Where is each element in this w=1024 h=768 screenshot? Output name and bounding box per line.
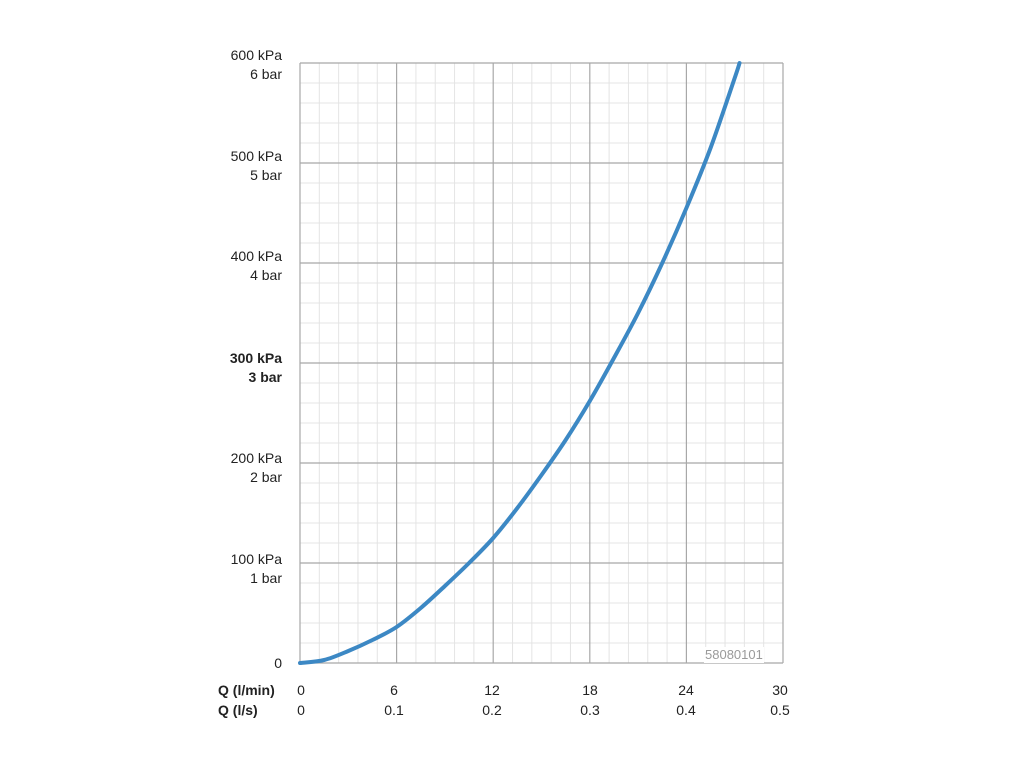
x-tick-lmin: 6 — [390, 682, 398, 698]
pressure-loss-curve — [298, 61, 742, 665]
x-tick-lmin: 18 — [582, 682, 598, 698]
x-tick-lmin: 30 — [772, 682, 788, 698]
y-tick-kpa: 400 kPa — [230, 248, 282, 264]
x-axis-label-ls: Q (l/s) — [218, 702, 258, 718]
y-tick-label: 300 kPa 3 bar — [162, 349, 282, 387]
y-tick-label: 400 kPa 4 bar — [162, 247, 282, 285]
x-tick-ls: 0.1 — [384, 702, 404, 718]
major-grid — [299, 62, 784, 664]
y-tick-label: 100 kPa 1 bar — [162, 550, 282, 588]
x-tick-ls: 0.2 — [482, 702, 502, 718]
y-tick-kpa: 300 kPa — [229, 350, 282, 366]
x-tick-lmin: 12 — [484, 682, 500, 698]
y-tick-label: 600 kPa 6 bar — [162, 46, 282, 84]
y-tick-label: 0 — [162, 654, 282, 673]
y-tick-bar: 1 bar — [250, 570, 282, 586]
y-tick-label: 200 kPa 2 bar — [162, 449, 282, 487]
y-tick-bar: 5 bar — [250, 167, 282, 183]
x-tick-ls: 0.4 — [676, 702, 696, 718]
y-tick-bar: 6 bar — [250, 66, 282, 82]
x-tick-ls: 0.5 — [770, 702, 790, 718]
y-tick-kpa: 100 kPa — [230, 551, 282, 567]
y-tick-kpa: 500 kPa — [230, 148, 282, 164]
x-tick-lmin: 0 — [297, 682, 305, 698]
y-tick-label: 500 kPa 5 bar — [162, 147, 282, 185]
x-tick-ls: 0.3 — [580, 702, 600, 718]
y-tick-bar: 4 bar — [250, 267, 282, 283]
x-axis-label-lmin: Q (l/min) — [218, 682, 275, 698]
x-tick-lmin: 24 — [678, 682, 694, 698]
y-tick-bar: 2 bar — [250, 469, 282, 485]
series-layer — [298, 61, 742, 665]
y-tick-kpa: 600 kPa — [230, 47, 282, 63]
product-code: 58080101 — [704, 647, 764, 663]
y-tick-kpa: 200 kPa — [230, 450, 282, 466]
x-tick-ls: 0 — [297, 702, 305, 718]
y-tick-bar: 3 bar — [248, 369, 282, 385]
y-tick-kpa: 0 — [274, 655, 282, 671]
